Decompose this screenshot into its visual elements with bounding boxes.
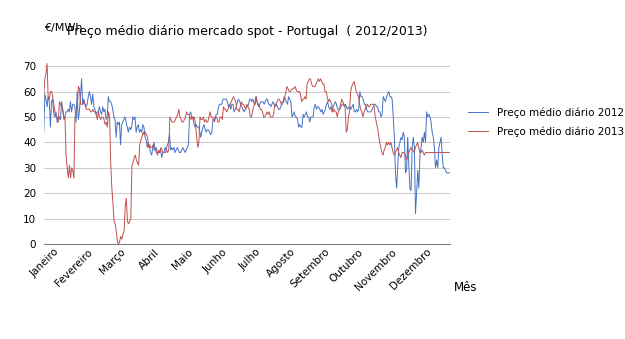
Preço médio diário 2013 xyxy=(391,153,398,157)
Preço médio diário 2012 xyxy=(261,102,268,106)
Preço médio diário 2012 xyxy=(319,113,327,117)
Line: Preço médio diário 2013: Preço médio diário 2013 xyxy=(44,64,450,244)
Preço médio diário 2013 xyxy=(128,163,136,167)
Preço médio diário 2013 xyxy=(43,62,51,66)
Preço médio diário 2013 xyxy=(40,95,48,99)
Preço médio diário 2012 xyxy=(412,212,419,216)
Preço médio diário 2013 xyxy=(446,151,454,155)
Text: €/MWh: €/MWh xyxy=(44,23,82,33)
Legend: Preço médio diário 2012, Preço médio diário 2013: Preço médio diário 2012, Preço médio diá… xyxy=(463,103,625,141)
Preço médio diário 2012 xyxy=(446,171,454,175)
Preço médio diário 2013 xyxy=(154,153,161,157)
Preço médio diário 2012 xyxy=(78,77,86,81)
Preço médio diário 2012 xyxy=(110,115,118,119)
Preço médio diário 2012 xyxy=(342,102,349,106)
Preço médio diário 2013 xyxy=(429,151,437,155)
Title: Preço médio diário mercado spot - Portugal  ( 2012/2013): Preço médio diário mercado spot - Portug… xyxy=(67,25,427,38)
Preço médio diário 2013 xyxy=(206,110,214,114)
Preço médio diário 2013 xyxy=(204,120,211,124)
Line: Preço médio diário 2012: Preço médio diário 2012 xyxy=(44,79,450,214)
Text: Mês: Mês xyxy=(454,281,478,294)
Preço médio diário 2012 xyxy=(40,130,48,134)
Preço médio diário 2012 xyxy=(81,102,89,106)
Preço médio diário 2013 xyxy=(115,242,122,246)
Preço médio diário 2012 xyxy=(124,130,132,134)
